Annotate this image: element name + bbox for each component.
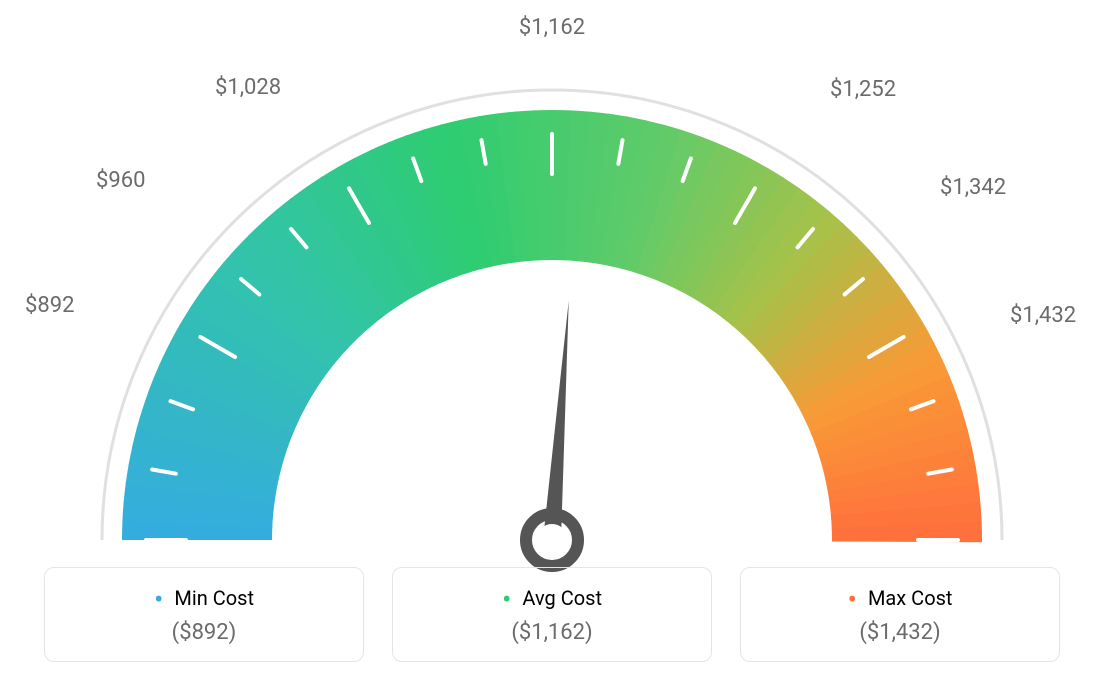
gauge-chart	[22, 50, 1082, 594]
legend-label-min-text: Min Cost	[174, 586, 254, 610]
dot-icon-avg: •	[502, 583, 511, 616]
gauge-tick-label: $960	[96, 168, 145, 193]
legend-label-avg: • Avg Cost	[403, 586, 701, 610]
legend-value-max: ($1,432)	[751, 620, 1049, 645]
gauge-tick-label: $892	[25, 293, 74, 318]
gauge-svg	[22, 50, 1082, 590]
legend-label-max: • Max Cost	[751, 586, 1049, 610]
gauge-tick-label: $1,028	[215, 75, 281, 100]
legend-card-min: • Min Cost ($892)	[44, 567, 364, 662]
legend-card-max: • Max Cost ($1,432)	[740, 567, 1060, 662]
legend-value-min: ($892)	[55, 620, 353, 645]
dot-icon-max: •	[848, 583, 857, 616]
legend-value-avg: ($1,162)	[403, 620, 701, 645]
gauge-tick-label: $1,432	[1010, 303, 1076, 328]
legend-card-avg: • Avg Cost ($1,162)	[392, 567, 712, 662]
legend-row: • Min Cost ($892) • Avg Cost ($1,162) • …	[0, 567, 1104, 662]
gauge-tick-label: $1,162	[519, 15, 585, 40]
gauge-tick-label: $1,252	[830, 77, 896, 102]
legend-label-avg-text: Avg Cost	[522, 586, 602, 610]
legend-label-min: • Min Cost	[55, 586, 353, 610]
legend-label-max-text: Max Cost	[868, 586, 953, 610]
dot-icon-min: •	[154, 583, 163, 616]
gauge-tick-label: $1,342	[940, 175, 1006, 200]
